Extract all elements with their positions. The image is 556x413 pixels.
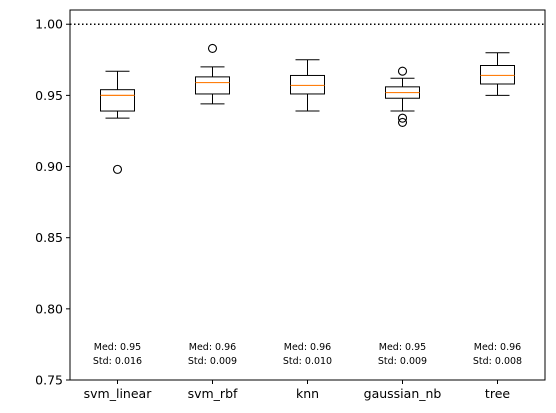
x-tick-label: svm_rbf [188,386,238,401]
box-iqr [100,89,135,112]
std-annotation: Std: 0.009 [188,356,237,367]
box-iqr [195,76,230,95]
box-iqr [480,65,515,85]
median-annotation: Med: 0.95 [379,342,426,353]
outlier-point [397,113,408,123]
x-tick-label: gaussian_nb [364,386,442,401]
plot-area: Med: 0.95 Std: 0.016 Med: 0.96 Std: 0.009 Me… [70,23,545,367]
x-tick-label: knn [296,386,319,401]
median-annotation: Med: 0.96 [189,342,236,353]
x-tick-label: svm_linear [84,386,153,401]
y-axis: 0.75 0.80 0.85 0.90 0.95 1.00 [35,17,70,388]
y-tick-label: 1.00 [35,17,63,32]
x-axis: svm_linear svm_rbf knn gaussian_nb tree [84,380,510,401]
y-tick-label: 0.80 [35,301,63,316]
outlier-point [397,117,408,127]
y-tick-label: 0.75 [35,373,63,388]
x-tick-label: tree [485,386,510,401]
median-annotation: Med: 0.96 [284,342,331,353]
std-annotation: Std: 0.016 [93,356,142,367]
outlier-point [112,164,123,174]
y-tick-label: 0.85 [35,230,63,245]
std-annotation: Std: 0.008 [473,356,522,367]
box-group-tree [480,52,515,96]
std-annotation: Std: 0.009 [378,356,427,367]
outlier-point [397,66,408,76]
y-tick-label: 0.95 [35,88,63,103]
y-tick-label: 0.90 [35,159,63,174]
box-group-svm_linear [100,70,135,174]
box-group-gaussian_nb [385,66,420,127]
box-group-knn [290,59,325,112]
box-group-svm_rbf [195,43,230,105]
std-annotation: Std: 0.010 [283,356,332,367]
box-iqr [290,74,325,95]
median-annotation: Med: 0.96 [474,342,521,353]
outlier-point [207,43,218,53]
median-annotation: Med: 0.95 [94,342,141,353]
